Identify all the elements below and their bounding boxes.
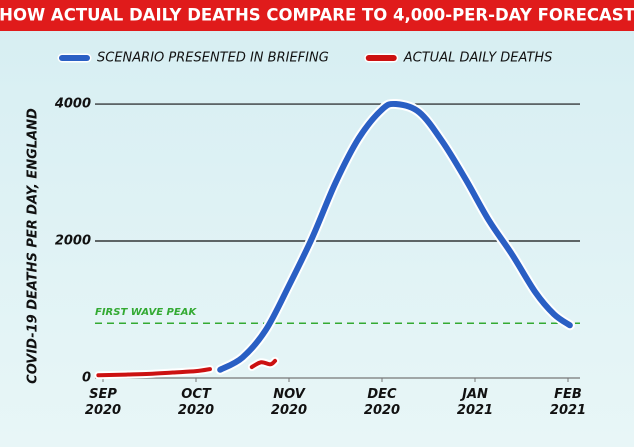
y-tick-label: 2000 — [55, 234, 91, 249]
y-tick-label: 4000 — [54, 97, 91, 112]
reference-label: FIRST WAVE PEAK — [95, 307, 197, 318]
x-tick-label: FEB 2021 — [550, 387, 586, 418]
x-tick-label: OCT 2020 — [178, 387, 214, 418]
chart-title: HOW ACTUAL DAILY DEATHS COMPARE TO 4,000… — [0, 6, 634, 25]
series-line — [96, 358, 278, 378]
x-tick-label: DEC 2020 — [364, 387, 400, 418]
x-tick-label: JAN 2021 — [457, 387, 493, 418]
series-line — [217, 100, 573, 373]
x-tick-label: NOV 2020 — [271, 387, 307, 418]
title-bar — [0, 0, 634, 31]
legend-label: ACTUAL DAILY DEATHS — [403, 51, 553, 66]
legend-label: SCENARIO PRESENTED IN BRIEFING — [97, 51, 329, 66]
y-axis-label: COVID-19 DEATHS PER DAY, ENGLAND — [26, 108, 41, 384]
y-tick-label: 0 — [82, 371, 91, 386]
x-tick-label: SEP 2020 — [85, 387, 121, 418]
